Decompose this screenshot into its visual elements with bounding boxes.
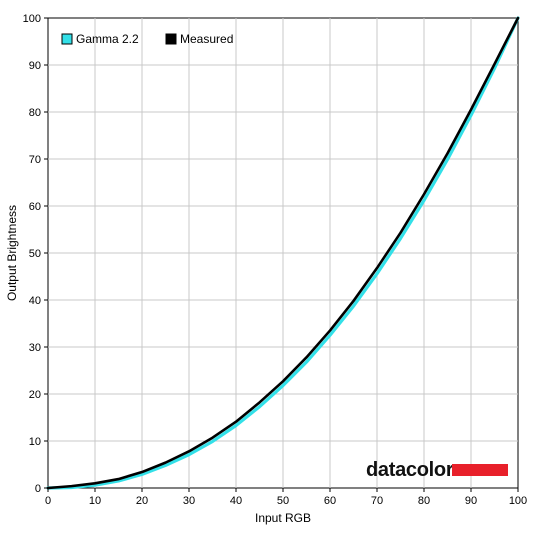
y-tick-label: 10 [29,436,41,448]
series-layer [46,16,520,490]
y-tick-label: 40 [29,295,41,307]
y-axis-label: Output Brightness [5,205,19,301]
x-tick-label: 100 [509,495,527,507]
y-tick-label: 20 [29,389,41,401]
x-tick-label: 80 [418,495,430,507]
y-tick-label: 90 [29,60,41,72]
x-tick-label: 0 [45,495,51,507]
x-tick-label: 60 [324,495,336,507]
legend-swatch-measured [165,33,177,45]
y-tick-label: 60 [29,201,41,213]
tick-labels: 0 10 20 30 40 50 60 70 80 90 100 0 10 20 30 40 50 60 70 80 9… [23,13,528,507]
grid [48,18,518,488]
y-tick-label: 50 [29,248,41,260]
x-tick-label: 90 [465,495,477,507]
y-tick-label: 0 [35,483,41,495]
datacolor-logo-text: datacolor [366,459,454,481]
legend-label-measured: Measured [180,32,233,46]
x-tick-label: 40 [230,495,242,507]
x-tick-label: 20 [136,495,148,507]
legend: Gamma 2.2 Measured [61,32,233,46]
y-tick-label: 70 [29,154,41,166]
y-tick-label: 30 [29,342,41,354]
y-tick-label: 100 [23,13,41,25]
x-axis-label: Input RGB [255,511,311,525]
datacolor-logo-bar [452,464,508,476]
x-tick-label: 50 [277,495,289,507]
y-tick-label: 80 [29,107,41,119]
legend-label-gamma: Gamma 2.2 [76,32,139,46]
legend-swatch-gamma [61,33,73,45]
datacolor-logo: datacolor [366,459,508,481]
series-line-measured [46,16,520,490]
x-tick-label: 70 [371,495,383,507]
series-line-gamma-2-2 [46,16,520,490]
x-tick-label: 30 [183,495,195,507]
x-tick-label: 10 [89,495,101,507]
